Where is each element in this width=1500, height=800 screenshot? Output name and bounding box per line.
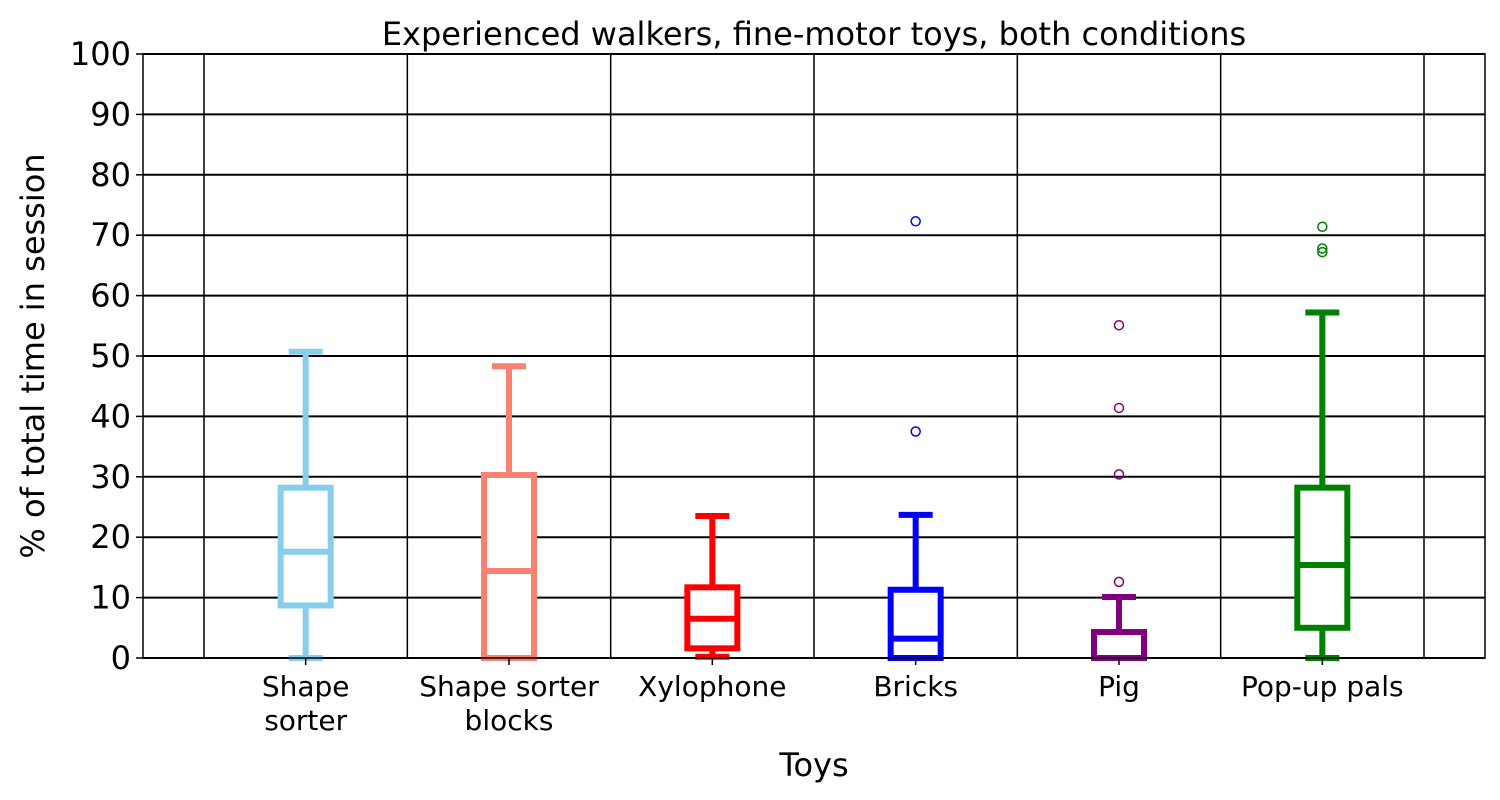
x-tick-label-line: Xylophone [638,670,786,703]
iqr-box [481,471,537,661]
x-tick-label-line: Pig [1098,670,1140,703]
y-tick-label: 20 [90,518,131,556]
outlier-point [1317,221,1328,232]
iqr-box [1091,629,1147,662]
x-tick-label-line: Bricks [873,670,958,703]
iqr-box [1294,484,1351,631]
box-3 [887,216,944,661]
y-tick-label: 0 [111,639,131,677]
y-tick-label: 30 [90,458,131,496]
y-tick-label: 60 [90,277,131,315]
x-tick-label: Pig [1098,670,1140,703]
outlier-point [1317,243,1328,254]
x-tick-label-line: Pop-up pals [1241,670,1404,703]
y-tick-label: 100 [70,35,131,73]
box-0 [277,348,334,661]
x-tick-label: Pop-up pals [1241,670,1404,703]
box-1 [481,363,537,661]
iqr-box [277,484,334,609]
outlier-point [1113,576,1125,588]
outlier-point [910,426,921,437]
box-4 [1091,319,1147,662]
outlier-point [1113,319,1125,331]
outlier-point [910,216,921,227]
y-tick-label: 40 [90,397,131,435]
box-series [277,216,1351,662]
y-tick-label: 90 [90,95,131,133]
y-axis-label: % of total time in session [14,153,52,558]
iqr-box [887,586,944,661]
x-axis-label: Toys [778,746,848,784]
x-tick-label: Shape sorter blocks [419,670,599,737]
grid-lines [143,53,1485,659]
x-tick-label: Shape sorter [262,670,350,737]
chart-title: Experienced walkers, fine-motor toys, bo… [382,15,1246,53]
box-2 [684,513,741,660]
outlier-point [1113,402,1125,414]
y-tick-label: 50 [90,337,131,375]
x-tick-label-line: sorter [264,704,347,737]
box-5 [1294,221,1351,661]
x-tick-label-line: Shape [262,670,350,703]
y-tick-label: 80 [90,156,131,194]
x-tick-label: Xylophone [638,670,786,703]
x-tick-label: Bricks [873,670,958,703]
y-tick-label: 70 [90,216,131,254]
x-tick-label-line: blocks [465,704,554,737]
y-tick-label: 10 [90,579,131,617]
y-axis-ticks: 0 10 20 30 40 50 60 70 80 90 100 [70,35,143,677]
outlier-point [1317,246,1328,258]
x-tick-label-line: Shape sorter [419,670,599,703]
outlier-point [1113,469,1125,480]
